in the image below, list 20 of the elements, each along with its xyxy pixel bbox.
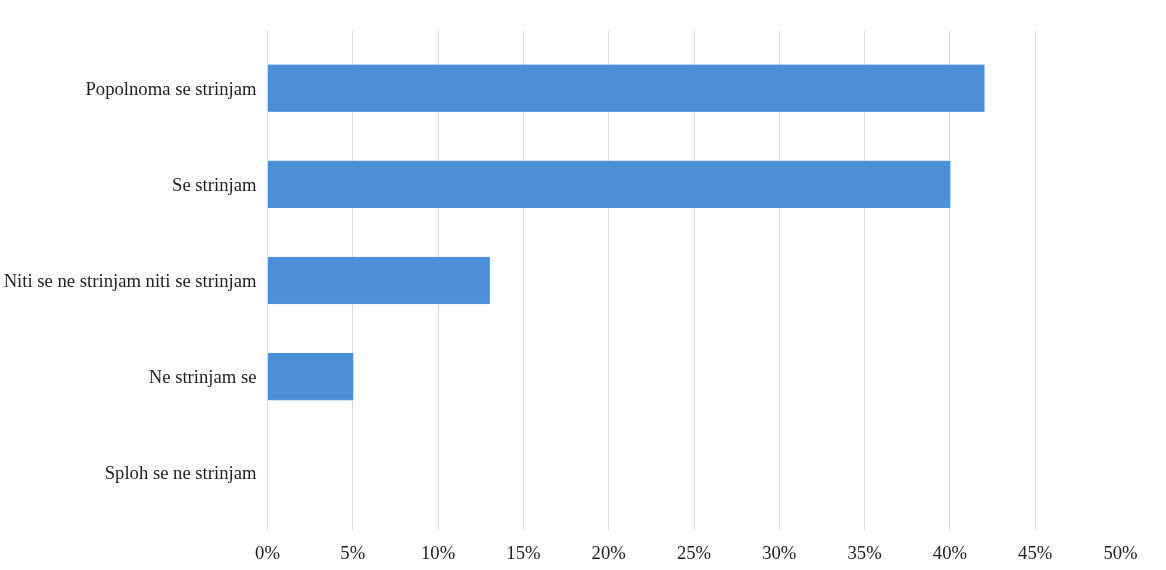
x-tick-label: 5% bbox=[340, 541, 366, 563]
x-tick-label: 40% bbox=[932, 541, 967, 563]
x-tick-label: 15% bbox=[506, 541, 541, 563]
x-tick-label: 35% bbox=[847, 541, 882, 563]
x-tick-label: 45% bbox=[1018, 541, 1053, 563]
y-tick-label: Popolnoma se strinjam bbox=[85, 77, 257, 99]
bar bbox=[267, 353, 354, 401]
bar bbox=[267, 160, 951, 208]
x-tick-label: 20% bbox=[591, 541, 626, 563]
y-tick-label: Ne strinjam se bbox=[148, 366, 257, 388]
x-tick-label: 0% bbox=[255, 541, 280, 563]
bar bbox=[267, 64, 985, 112]
y-tick-label: Se strinjam bbox=[172, 173, 257, 195]
y-tick-label: Sploh se ne strinjam bbox=[104, 462, 257, 484]
x-tick-label: 10% bbox=[421, 541, 456, 563]
bar bbox=[267, 256, 490, 305]
x-tick-label: 30% bbox=[762, 541, 797, 563]
y-tick-label: Niti se ne strinjam niti se strinjam bbox=[3, 270, 257, 291]
x-tick-label: 25% bbox=[676, 541, 712, 563]
x-tick-label: 50% bbox=[1103, 541, 1138, 563]
